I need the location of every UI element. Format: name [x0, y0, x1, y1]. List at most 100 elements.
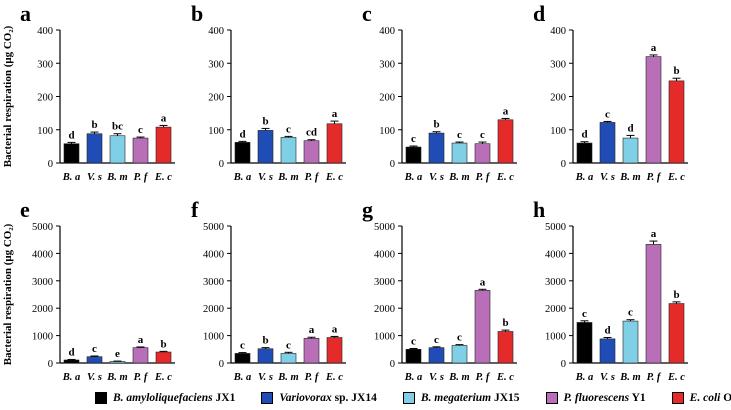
category-label: B. a — [62, 172, 81, 183]
category-label: B. a — [404, 172, 423, 183]
significance-letter: a — [503, 105, 509, 117]
bar-f-1 — [257, 348, 274, 364]
y-tick-label: 300 — [550, 59, 566, 70]
significance-letter: b — [673, 65, 679, 77]
significance-letter: a — [138, 334, 144, 346]
significance-letter: d — [68, 129, 74, 141]
category-label: V. s — [258, 172, 273, 183]
category-label: P. f — [476, 172, 491, 183]
category-label: P. f — [305, 172, 320, 183]
significance-letter: b — [502, 317, 508, 329]
y-tick-label: 1000 — [32, 332, 53, 343]
y-tick-label: 4000 — [545, 249, 566, 260]
y-tick-label: 300 — [37, 59, 53, 70]
category-label: P. f — [647, 172, 662, 183]
y-tick-label: 200 — [379, 93, 395, 104]
legend-label-plain: OP50 — [723, 392, 731, 404]
legend-item: Variovorax sp. JX14 — [261, 392, 377, 404]
y-tick-label: 400 — [208, 26, 224, 37]
category-label: P. f — [647, 372, 662, 383]
significance-letter: b — [262, 115, 268, 127]
significance-letter: cd — [306, 127, 317, 139]
category-label: E. c — [154, 172, 172, 183]
significance-letter: b — [433, 119, 439, 131]
bar-e-1 — [86, 356, 103, 364]
legend-label: B. amyloliquefaciens JX1 — [113, 392, 235, 404]
significance-letter: c — [92, 343, 97, 355]
y-tick-label: 0 — [390, 159, 395, 170]
y-tick-label: 2000 — [32, 304, 53, 315]
category-label: V. s — [258, 372, 273, 383]
legend-item: B. megaterium JX15 — [402, 392, 520, 404]
legend-swatch — [95, 392, 107, 404]
y-tick-label: 2000 — [374, 304, 395, 315]
y-tick-label: 5000 — [374, 222, 395, 233]
bar-g-4 — [497, 331, 514, 364]
y-tick-label: 0 — [561, 359, 566, 370]
significance-letter: e — [115, 348, 120, 360]
category-label: E. c — [325, 372, 343, 383]
category-label: B. a — [575, 372, 594, 383]
category-label: E. c — [667, 372, 685, 383]
y-tick-label: 100 — [550, 126, 566, 137]
bar-a-2 — [109, 135, 126, 164]
legend-label-italic: P. fluorescens — [563, 392, 630, 404]
y-tick-label: 100 — [379, 126, 395, 137]
bar-e-4 — [155, 351, 172, 364]
category-label: B. a — [233, 372, 252, 383]
legend-item: E. coli OP50 — [671, 392, 731, 404]
significance-letter: a — [480, 276, 486, 288]
bar-c-0 — [405, 146, 422, 164]
significance-letter: b — [673, 289, 679, 301]
y-tick-label: 0 — [390, 359, 395, 370]
bar-f-4 — [326, 337, 343, 364]
legend-label: E. coli OP50 — [690, 392, 731, 404]
significance-letter: c — [628, 307, 633, 319]
bar-a-1 — [86, 133, 103, 164]
category-label: P. f — [134, 172, 149, 183]
y-tick-label: 100 — [208, 126, 224, 137]
category-label: B. a — [575, 172, 594, 183]
y-tick-label: 4000 — [374, 249, 395, 260]
bar-a-3 — [132, 137, 149, 164]
category-label: E. c — [154, 372, 172, 383]
significance-letter: c — [434, 334, 439, 346]
bar-g-2 — [451, 345, 468, 364]
legend-label-italic: B. megaterium — [420, 392, 492, 404]
significance-letter: d — [627, 122, 633, 134]
legend-label-plain: sp. JX14 — [331, 392, 377, 404]
panel-letter-a: a — [20, 1, 31, 26]
category-label: V. s — [87, 372, 102, 383]
y-tick-label: 200 — [550, 93, 566, 104]
y-tick-label: 2000 — [545, 304, 566, 315]
bar-d-3 — [645, 56, 662, 164]
significance-letter: a — [332, 108, 338, 120]
y-tick-label: 300 — [379, 59, 395, 70]
legend-label-italic: E. coli — [689, 392, 721, 404]
y-tick-label: 200 — [208, 93, 224, 104]
significance-letter: d — [68, 346, 74, 358]
bar-c-3 — [474, 143, 491, 164]
significance-letter: a — [161, 112, 167, 124]
significance-letter: c — [240, 340, 245, 352]
category-label: P. f — [305, 372, 320, 383]
y-tick-label: 0 — [48, 159, 53, 170]
bar-a-0 — [63, 143, 80, 164]
bar-c-2 — [451, 142, 468, 164]
legend: B. amyloliquefaciens JX1 Variovorax sp. J… — [95, 390, 731, 406]
y-tick-label: 3000 — [545, 277, 566, 288]
category-label: V. s — [87, 172, 102, 183]
significance-letter: c — [480, 129, 485, 141]
significance-letter: c — [457, 129, 462, 141]
significance-letter: a — [332, 323, 338, 335]
panel-letter-f: f — [191, 197, 199, 222]
legend-swatch — [671, 392, 684, 404]
bar-b-1 — [257, 130, 274, 164]
y-tick-label: 0 — [48, 359, 53, 370]
bar-e-2 — [109, 361, 126, 364]
y-tick-label: 1000 — [203, 332, 224, 343]
bar-g-0 — [405, 348, 422, 364]
y-axis-title: Bacterial respiration (μg CO₂) — [2, 223, 14, 365]
y-tick-label: 3000 — [203, 277, 224, 288]
